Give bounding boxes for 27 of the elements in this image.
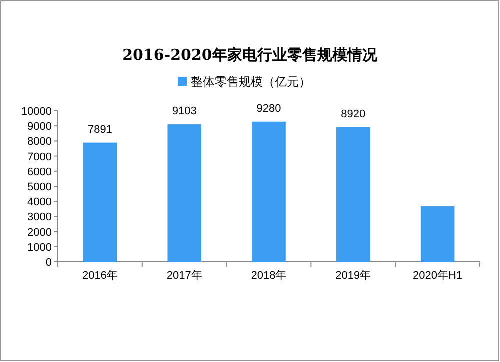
x-tick-label: 2020年H1 bbox=[413, 270, 463, 282]
y-tick-label: 8000 bbox=[28, 136, 52, 148]
y-tick-label: 9000 bbox=[28, 121, 52, 134]
y-tick-label: 4000 bbox=[28, 196, 52, 209]
y-tick-label: 5000 bbox=[28, 182, 52, 194]
bar bbox=[252, 122, 286, 262]
x-tick-label: 2016年 bbox=[82, 270, 118, 282]
data-label: 7891 bbox=[88, 124, 112, 136]
y-tick-label: 6000 bbox=[28, 166, 52, 178]
y-tick-label: 2000 bbox=[28, 226, 52, 239]
chart-title: 2016-2020年家电行业零售规模情况 bbox=[122, 46, 378, 64]
x-tick-label: 2018年 bbox=[251, 270, 287, 282]
x-tick-label: 2019年 bbox=[336, 270, 372, 282]
bar bbox=[168, 124, 202, 262]
bar bbox=[83, 142, 118, 262]
y-tick-label: 7000 bbox=[28, 151, 52, 164]
data-label: 8920 bbox=[341, 108, 366, 120]
x-tick-label: 2017年 bbox=[166, 270, 202, 282]
y-tick-label: 10000 bbox=[21, 106, 52, 118]
y-tick-label: 0 bbox=[46, 257, 52, 269]
legend-label: 整体零售规模（亿元） bbox=[191, 75, 311, 89]
data-label: 9103 bbox=[172, 106, 197, 118]
y-tick-label: 3000 bbox=[28, 212, 52, 224]
y-tick-label: 1000 bbox=[28, 242, 52, 254]
bar bbox=[336, 127, 370, 262]
data-label: 9280 bbox=[256, 102, 282, 115]
bar bbox=[420, 206, 455, 262]
